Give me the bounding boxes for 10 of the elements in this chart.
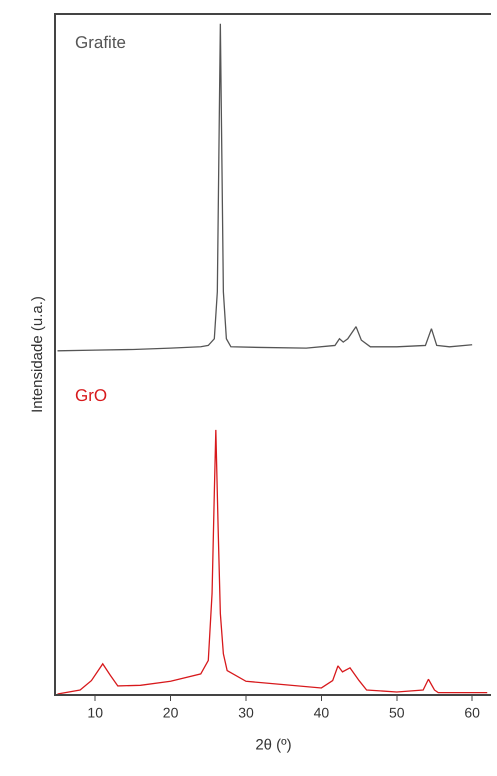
x-tick-label: 30 [238,704,254,721]
x-axis-title: 2θ (º) [255,736,292,754]
x-tick-label: 50 [388,704,405,721]
x-tick-label: 10 [87,704,104,721]
x-tick-label: 60 [464,704,480,721]
x-tick-label: 40 [314,704,330,721]
y-axis-title: Intensidade (u.a.) [29,296,46,413]
x-tick-label: 20 [162,704,179,721]
text: GrO [75,386,108,405]
text: Grafite [75,33,126,52]
